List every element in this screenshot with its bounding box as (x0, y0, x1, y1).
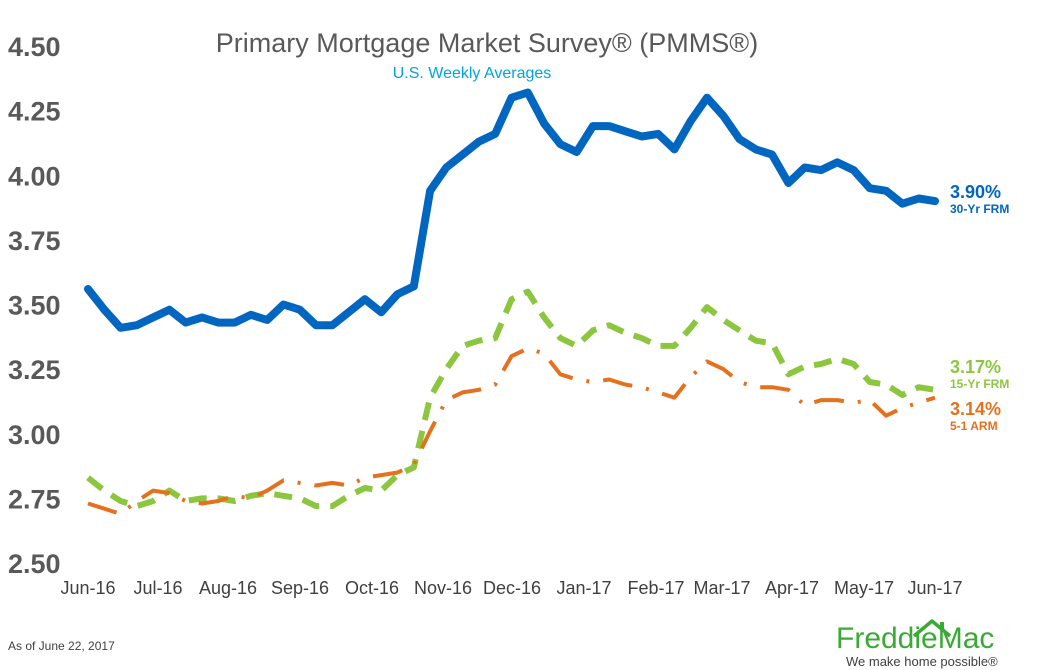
x-tick-label: Feb-17 (627, 578, 684, 598)
end-value-30yr: 3.90% (950, 182, 1001, 202)
end-value-15yr: 3.17% (950, 357, 1001, 377)
y-tick-label: 4.50 (8, 32, 61, 62)
y-tick-label: 3.75 (8, 226, 61, 256)
x-tick-label: Aug-16 (199, 578, 257, 598)
chart-subtitle: U.S. Weekly Averages (393, 65, 552, 82)
label-arm: 3.14% 5-1 ARM (950, 399, 1001, 433)
label-30yr: 3.90% 30-Yr FRM (950, 182, 1009, 216)
y-axis-ticks: 4.50 4.25 4.00 3.75 3.50 3.25 3.00 2.75 2.50 (8, 32, 61, 579)
x-tick-label: May-17 (834, 578, 894, 598)
end-value-arm: 3.14% (950, 399, 1001, 419)
freddie-mac-logo: FreddieMac We make home possible® (836, 619, 998, 669)
y-tick-label: 3.00 (8, 420, 61, 450)
y-tick-label: 3.25 (8, 355, 61, 385)
chart-title: Primary Mortgage Market Survey® (PMMS®) (216, 28, 758, 58)
x-axis-ticks: Jun-16 Jul-16 Aug-16 Sep-16 Oct-16 Nov-16 Dec-… (60, 578, 962, 598)
x-tick-label: Mar-17 (693, 578, 750, 598)
label-15yr: 3.17% 15-Yr FRM (950, 357, 1009, 391)
brand-tagline: We make home possible® (846, 654, 998, 669)
series-line-arm (87, 346, 936, 516)
y-tick-label: 3.50 (8, 291, 61, 321)
x-tick-label: Oct-16 (345, 578, 399, 598)
x-tick-label: Nov-16 (414, 578, 472, 598)
y-tick-label: 2.75 (8, 484, 61, 514)
series-line-15yr (86, 288, 936, 510)
x-tick-label: Jun-16 (60, 578, 115, 598)
x-tick-label: Dec-16 (483, 578, 541, 598)
as-of-date: As of June 22, 2017 (8, 639, 115, 653)
x-tick-label: Sep-16 (271, 578, 329, 598)
x-tick-label: Jun-17 (907, 578, 962, 598)
series-lines (84, 88, 939, 516)
y-tick-label: 4.25 (8, 97, 61, 127)
y-tick-label: 2.50 (8, 549, 61, 579)
y-tick-label: 4.00 (8, 161, 61, 191)
brand-name: FreddieMac (836, 622, 994, 655)
x-tick-label: Jul-16 (133, 578, 182, 598)
x-tick-label: Apr-17 (765, 578, 819, 598)
series-name-30yr: 30-Yr FRM (950, 202, 1009, 216)
x-tick-label: Jan-17 (556, 578, 611, 598)
series-name-15yr: 15-Yr FRM (950, 377, 1009, 391)
series-line-30yr (84, 88, 939, 332)
series-name-arm: 5-1 ARM (950, 419, 998, 433)
house-roof-icon (912, 619, 952, 638)
